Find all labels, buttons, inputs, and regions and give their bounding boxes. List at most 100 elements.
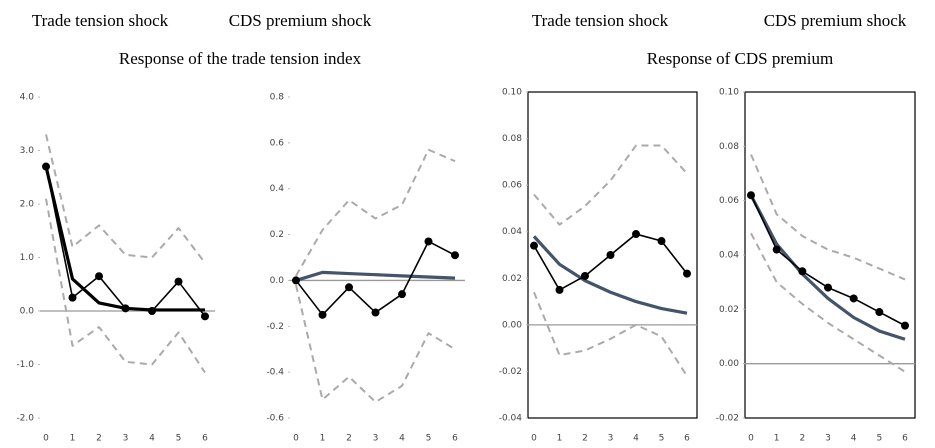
data-point bbox=[657, 237, 666, 246]
y-tick-label: 2.0 bbox=[20, 200, 35, 210]
y-tick-label: 0.06 bbox=[719, 196, 739, 206]
chart-title: Trade tension shock bbox=[532, 11, 669, 30]
y-tick-label: 4.0 bbox=[20, 93, 35, 103]
series-line bbox=[45, 134, 206, 264]
x-tick-label: 0 bbox=[531, 434, 537, 444]
data-point bbox=[555, 285, 564, 294]
group-heading: Response of CDS premium bbox=[647, 49, 834, 68]
series-line bbox=[533, 291, 688, 377]
y-tick-label: 0.6 bbox=[270, 138, 285, 148]
y-tick-label: 1.0 bbox=[20, 253, 35, 263]
data-point bbox=[581, 271, 589, 280]
y-tick-label: -0.4 bbox=[266, 368, 284, 378]
data-point bbox=[798, 267, 807, 276]
x-tick-label: 6 bbox=[902, 434, 908, 444]
y-tick-label: 0.4 bbox=[270, 184, 285, 194]
data-point bbox=[95, 272, 103, 281]
y-tick-label: 0.2 bbox=[270, 230, 284, 240]
y-tick-label: 0.0 bbox=[20, 307, 35, 317]
data-point bbox=[901, 321, 909, 330]
data-point bbox=[398, 290, 406, 299]
y-tick-label: 0.04 bbox=[502, 227, 522, 237]
x-tick-label: 1 bbox=[320, 434, 326, 444]
y-tick-label: -0.04 bbox=[499, 414, 523, 424]
y-tick-label: 0.04 bbox=[719, 251, 739, 261]
x-tick-label: 5 bbox=[659, 434, 665, 444]
x-tick-label: 2 bbox=[96, 434, 102, 444]
y-tick-label: -0.2 bbox=[266, 322, 284, 332]
x-tick-label: 3 bbox=[608, 434, 614, 444]
data-point bbox=[824, 283, 832, 292]
data-point bbox=[424, 237, 433, 246]
series-line bbox=[533, 144, 688, 226]
x-tick-label: 3 bbox=[373, 434, 379, 444]
data-point bbox=[42, 162, 50, 171]
x-tick-label: 0 bbox=[293, 434, 299, 444]
x-tick-label: 0 bbox=[748, 434, 754, 444]
series-line bbox=[45, 198, 206, 374]
y-tick-label: -0.02 bbox=[499, 367, 522, 377]
y-tick-label: 0.08 bbox=[719, 142, 739, 152]
series-line bbox=[295, 284, 456, 403]
y-tick-label: 0.10 bbox=[719, 88, 739, 98]
x-tick-label: 1 bbox=[774, 434, 780, 444]
x-tick-label: 5 bbox=[176, 434, 182, 444]
series-line bbox=[750, 194, 906, 327]
data-point bbox=[174, 277, 183, 286]
series-line bbox=[295, 270, 456, 282]
chart-title: Trade tension shock bbox=[32, 11, 169, 30]
data-point bbox=[849, 294, 858, 303]
y-tick-label: 0.8 bbox=[270, 93, 285, 103]
chart-title: CDS premium shock bbox=[764, 11, 907, 30]
y-tick-label: 0.02 bbox=[502, 274, 522, 284]
y-tick-label: 0.10 bbox=[502, 88, 522, 98]
data-point bbox=[345, 283, 353, 292]
y-tick-label: 0.00 bbox=[502, 320, 522, 330]
x-tick-label: 1 bbox=[70, 434, 76, 444]
x-tick-label: 1 bbox=[557, 434, 563, 444]
plot-frame bbox=[527, 91, 698, 419]
data-point bbox=[121, 304, 130, 313]
data-point bbox=[683, 269, 691, 278]
data-point bbox=[201, 312, 209, 321]
x-tick-label: 4 bbox=[633, 434, 639, 444]
data-point bbox=[371, 308, 380, 317]
series-line bbox=[45, 166, 206, 317]
data-point bbox=[632, 230, 640, 239]
x-tick-label: 5 bbox=[876, 434, 882, 444]
series-line bbox=[750, 154, 906, 281]
x-tick-label: 4 bbox=[851, 434, 857, 444]
y-tick-label: 0.00 bbox=[719, 359, 739, 369]
data-point bbox=[875, 308, 884, 317]
data-point bbox=[606, 251, 615, 259]
series-line bbox=[750, 232, 906, 373]
chart-title: CDS premium shock bbox=[229, 11, 372, 30]
data-point bbox=[68, 293, 77, 302]
x-tick-label: 3 bbox=[123, 434, 129, 444]
x-tick-label: 4 bbox=[149, 434, 155, 444]
x-tick-label: 3 bbox=[825, 434, 831, 444]
group-heading: Response of the trade tension index bbox=[119, 49, 362, 68]
y-tick-label: 3.0 bbox=[20, 146, 35, 156]
data-point bbox=[292, 276, 300, 285]
plot-frame bbox=[744, 91, 916, 419]
data-point bbox=[451, 251, 459, 260]
x-tick-label: 2 bbox=[582, 434, 588, 444]
y-tick-label: 0.02 bbox=[719, 305, 739, 315]
data-point bbox=[772, 245, 781, 254]
x-tick-label: 6 bbox=[684, 434, 690, 444]
x-tick-label: 5 bbox=[426, 434, 432, 444]
x-tick-label: 6 bbox=[202, 434, 208, 444]
y-tick-label: -0.02 bbox=[716, 414, 739, 424]
y-tick-label: -2.0 bbox=[16, 414, 34, 424]
x-tick-label: 6 bbox=[452, 434, 458, 444]
data-point bbox=[148, 307, 156, 315]
y-tick-label: 0.0 bbox=[270, 276, 285, 286]
series-line bbox=[532, 235, 688, 315]
y-tick-label: -0.6 bbox=[266, 414, 284, 424]
x-tick-label: 0 bbox=[43, 434, 49, 444]
y-tick-label: -1.0 bbox=[16, 360, 34, 370]
data-point bbox=[530, 241, 538, 250]
y-tick-label: 0.08 bbox=[502, 134, 522, 144]
